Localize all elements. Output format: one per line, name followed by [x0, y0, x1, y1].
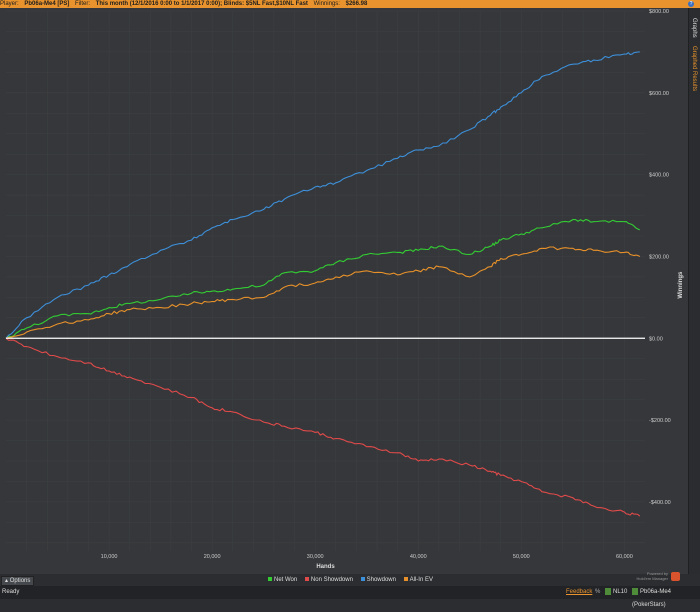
- series-line-net-won: [5, 218, 641, 339]
- y-tick-label: $600.00: [649, 91, 669, 97]
- legend-item-showdown[interactable]: Showdown: [360, 577, 396, 583]
- winnings-chart: 10,000 20,000 30,000 40,000 50,000 60,000 $800…: [5, 9, 684, 570]
- x-tick-label: 10,000: [101, 554, 118, 560]
- brand-text: Powered by Hold'em Manager: [628, 571, 668, 581]
- series-line-all-in-ev: [5, 246, 641, 339]
- limit-indicator[interactable]: NL10: [605, 586, 627, 599]
- x-tick-label: 60,000: [616, 554, 633, 560]
- brand-line1: Powered by: [646, 571, 668, 576]
- winnings-label: Winnings:: [313, 1, 340, 7]
- legend-label: Net Won: [274, 577, 298, 583]
- series-line-non-showdown: [5, 337, 641, 517]
- legend-label: All-In EV: [409, 577, 433, 583]
- limit-label: NL10: [613, 589, 628, 595]
- brand-line2: Hold'em Manager: [636, 576, 668, 581]
- filter-value[interactable]: This month (12/1/2016 0:00 to 1/1/2017 0…: [95, 1, 308, 7]
- player-label: Player:: [0, 1, 19, 7]
- header-bar: Player: Pb06a-Me4 [PS] Filter: This mont…: [0, 0, 700, 8]
- player-indicator[interactable]: Pb06a-Me4 (PokerStars): [632, 586, 700, 612]
- series-line-showdown: [5, 51, 640, 339]
- feedback-link[interactable]: Feedback: [566, 589, 593, 595]
- tab-graphed-results[interactable]: Graphed Results: [691, 46, 697, 92]
- showdown-swatch: [360, 577, 365, 582]
- y-tick-label: -$200.00: [649, 418, 671, 424]
- y-tick-label: $800.00: [649, 9, 669, 15]
- status-ready: Ready: [2, 589, 20, 595]
- player-value[interactable]: Pb06a-Me4 [PS]: [24, 1, 70, 7]
- legend-item-non-showdown[interactable]: Non Showdown: [304, 577, 353, 583]
- net-won-swatch: [268, 577, 272, 582]
- legend-item-net-won[interactable]: Net Won: [268, 577, 297, 583]
- winnings-value: $266.98: [345, 1, 368, 7]
- side-tabs: Graphs Graphed Results: [688, 8, 700, 574]
- x-tick-label: 50,000: [513, 554, 530, 560]
- y-tick-label: -$400.00: [649, 500, 671, 506]
- table-icon: [605, 587, 611, 595]
- legend-item-all-in-ev[interactable]: All-In EV: [403, 577, 433, 583]
- x-tick-label: 20,000: [204, 554, 221, 560]
- y-tick-label: $200.00: [649, 254, 669, 260]
- filter-label: Filter:: [75, 1, 91, 7]
- hm-logo-icon: [671, 572, 680, 581]
- tab-graphs[interactable]: Graphs: [691, 18, 697, 38]
- all-in-ev-swatch: [403, 577, 408, 582]
- player-icon: [632, 587, 638, 595]
- percent-indicator: %: [595, 589, 601, 595]
- legend-label: Showdown: [366, 577, 396, 583]
- legend: Net Won Non Showdown Showdown All-In EV: [268, 576, 439, 584]
- x-tick-label: 40,000: [410, 554, 427, 560]
- y-tick-label: $400.00: [649, 173, 669, 179]
- legend-label: Non Showdown: [310, 577, 353, 583]
- help-icon[interactable]: ?: [688, 1, 694, 7]
- status-bar: Ready Feedback % NL10 Pb06a-Me4 (PokerSt…: [0, 586, 700, 608]
- options-label: Options: [9, 578, 31, 584]
- y-axis-label: Winnings: [678, 271, 684, 299]
- y-tick-label: $0.00: [649, 336, 663, 342]
- x-axis-label: Hands: [316, 564, 335, 570]
- legend-bar: ▴ Options Net Won Non Showdown Showdown …: [0, 576, 688, 586]
- x-tick-label: 30,000: [307, 554, 324, 560]
- chart-area: 10,000 20,000 30,000 40,000 50,000 60,000 $800…: [0, 8, 688, 574]
- options-button[interactable]: ▴ Options: [1, 576, 35, 586]
- non-showdown-swatch: [304, 577, 309, 582]
